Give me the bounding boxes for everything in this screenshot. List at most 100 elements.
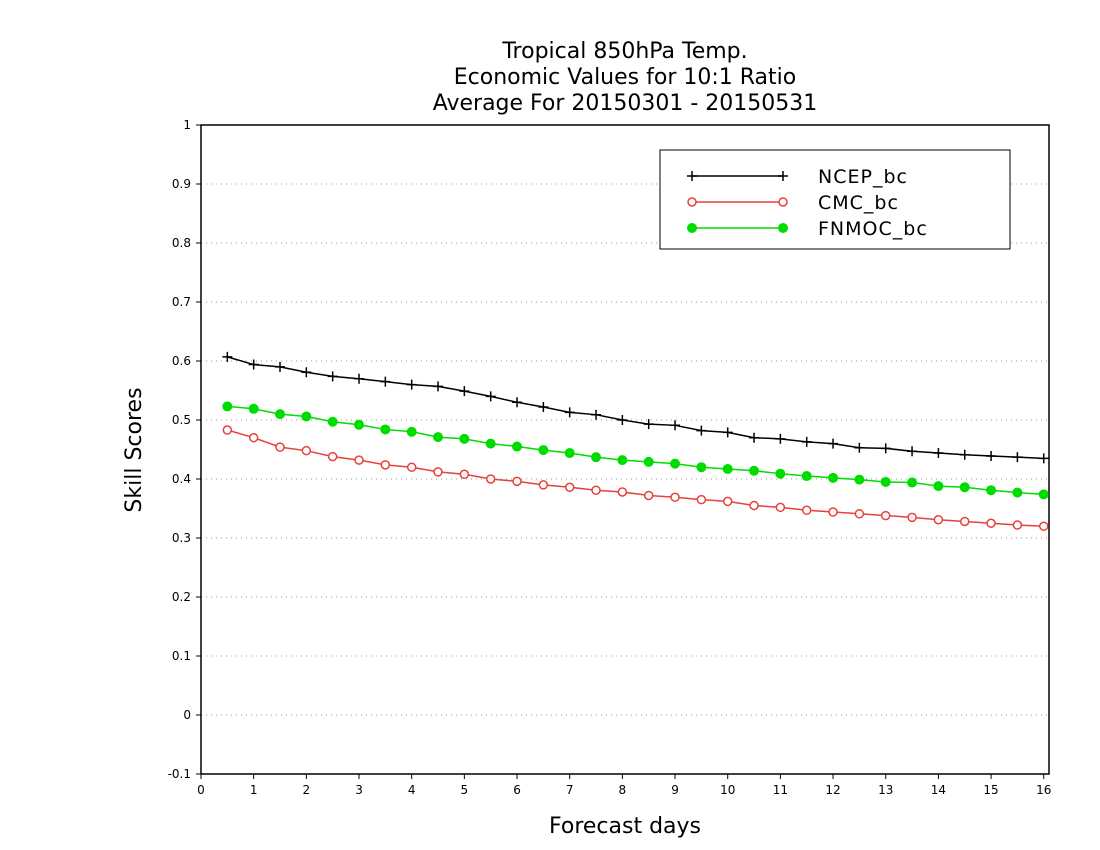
data-point — [670, 420, 681, 431]
data-point — [1012, 452, 1023, 463]
data-point — [854, 474, 865, 485]
data-point — [248, 403, 259, 414]
data-point — [354, 419, 365, 430]
legend-label: FNMOC_bc — [818, 218, 928, 240]
x-tick-label: 9 — [671, 783, 679, 797]
data-point — [828, 438, 839, 449]
data-point — [722, 427, 733, 438]
data-point — [643, 456, 654, 467]
data-point — [512, 397, 523, 408]
y-tick-label: 0.7 — [172, 295, 191, 309]
data-point — [512, 476, 522, 487]
data-point — [538, 445, 549, 456]
data-point — [327, 451, 338, 462]
data-point — [591, 409, 602, 420]
data-point — [986, 485, 997, 496]
chart-title: Tropical 850hPa Temp. Economic Values fo… — [433, 39, 818, 116]
gridlines — [201, 183, 1049, 716]
data-point — [749, 500, 759, 511]
data-point — [643, 419, 654, 430]
data-point — [696, 462, 707, 473]
data-point — [354, 455, 364, 465]
data-point — [670, 458, 681, 469]
data-point — [564, 448, 575, 459]
x-tick-label: 16 — [1036, 783, 1051, 797]
data-point — [275, 409, 286, 420]
x-tick-label: 12 — [825, 783, 840, 797]
data-point — [1038, 489, 1049, 500]
x-tick-label: 14 — [931, 783, 946, 797]
data-point — [433, 381, 444, 392]
x-tick-label: 8 — [619, 783, 627, 797]
y-tick-label: 0.1 — [172, 649, 191, 663]
data-point — [959, 449, 970, 460]
data-point — [485, 391, 496, 402]
data-point — [1012, 487, 1023, 498]
data-point — [775, 433, 786, 444]
legend-item: NCEP_bc — [687, 166, 907, 188]
data-point — [512, 441, 523, 452]
data-point — [275, 442, 285, 452]
legend: NCEP_bc CMC_bc FNMOC_bc — [659, 149, 1011, 250]
data-point — [687, 171, 697, 181]
y-tick-label: 0.2 — [172, 590, 191, 604]
data-point — [643, 490, 654, 501]
data-point — [749, 465, 760, 476]
y-tick-label: -0.1 — [168, 767, 191, 781]
x-tick-label: 7 — [566, 783, 574, 797]
x-tick-label: 0 — [197, 783, 205, 797]
data-point — [564, 407, 575, 418]
data-point — [275, 361, 286, 372]
data-point — [248, 432, 259, 443]
data-point — [327, 371, 338, 382]
data-point — [1038, 453, 1049, 464]
data-point — [933, 514, 944, 525]
data-point — [222, 351, 233, 362]
y-tick-label: 0.6 — [172, 354, 191, 368]
data-point — [828, 472, 839, 483]
series-line — [227, 429, 1044, 527]
x-tick-label: 2 — [303, 783, 311, 797]
data-point — [778, 171, 788, 181]
data-point — [854, 442, 865, 453]
data-point — [880, 443, 891, 454]
data-point — [801, 436, 812, 447]
data-point — [433, 432, 444, 443]
data-point — [538, 480, 549, 490]
y-tick-label: 0.8 — [172, 236, 191, 250]
data-point — [880, 510, 891, 521]
data-point — [959, 516, 970, 527]
data-point — [327, 416, 338, 427]
series-cmc-bc — [222, 425, 1049, 531]
data-point — [459, 469, 470, 480]
chart-title-line-1: Tropical 850hPa Temp. — [501, 39, 747, 64]
x-axis-label: Forecast days — [549, 814, 701, 839]
series-ncep-bc — [222, 351, 1049, 464]
y-axis-label: Skill Scores — [122, 387, 147, 512]
data-point — [854, 509, 865, 519]
data-point — [617, 415, 628, 425]
series-fnmoc-bc — [222, 401, 1049, 500]
data-point — [485, 438, 496, 449]
axis-ticks: -0.100.10.20.30.40.50.60.70.80.910 1 2 3 4 5 6… — [168, 118, 1052, 797]
data-point — [591, 452, 602, 463]
x-tick-label: 4 — [408, 783, 416, 797]
y-tick-label: 0.9 — [172, 177, 191, 191]
data-point — [778, 223, 788, 233]
data-point — [687, 223, 697, 233]
data-point — [696, 425, 707, 436]
data-point — [617, 487, 628, 497]
legend-item: CMC_bc — [687, 192, 899, 214]
data-point — [722, 463, 733, 474]
x-tick-label: 13 — [878, 783, 893, 797]
data-point — [907, 477, 918, 488]
data-point — [907, 446, 918, 457]
data-point — [617, 455, 628, 466]
y-tick-label: 0.4 — [172, 472, 191, 486]
series-line — [227, 356, 1044, 460]
data-point — [778, 197, 788, 207]
x-tick-label: 6 — [513, 783, 521, 797]
data-point — [301, 445, 312, 456]
x-tick-label: 1 — [250, 783, 258, 797]
legend-label: CMC_bc — [818, 192, 899, 214]
